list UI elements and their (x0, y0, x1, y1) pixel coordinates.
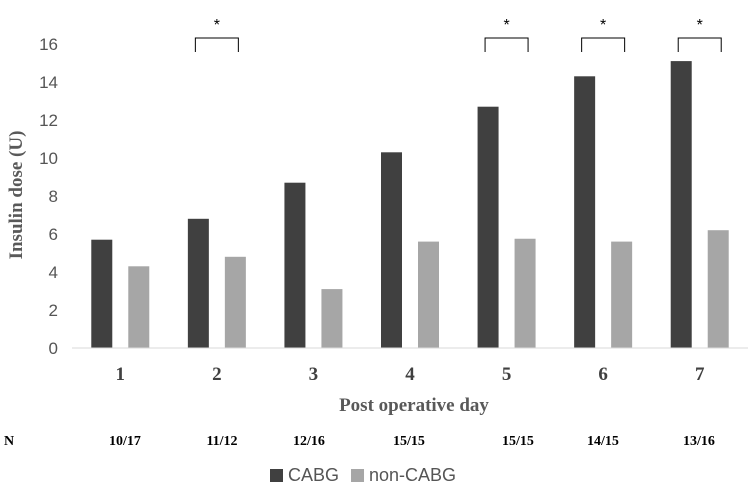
significance-brackets: * * * * (194, 17, 722, 52)
x-tick-label-6: 6 (598, 364, 608, 385)
x-tick-label-7: 7 (695, 364, 705, 385)
y-tick-label-10: 10 (39, 149, 58, 168)
y-tick-label-16: 16 (39, 35, 58, 54)
significance-bracket-day-2 (194, 37, 239, 52)
x-tick-label-5: 5 (502, 364, 512, 385)
y-tick-label-6: 6 (49, 225, 58, 244)
significance-bracket-day-7 (677, 37, 722, 52)
bar-non-cabg-day-1 (128, 266, 150, 348)
n-value-day-1: 10/17 (109, 434, 141, 449)
bar-cabg-day-6 (574, 76, 596, 349)
bar-non-cabg-day-3 (321, 289, 343, 348)
bar-non-cabg-day-4 (418, 241, 439, 348)
x-axis-title: Post operative day (339, 395, 489, 416)
legend: CABG non-CABG (270, 465, 456, 485)
y-axis-title: Insulin dose (U) (6, 131, 27, 260)
significance-star-day-2: * (214, 17, 220, 34)
bar-non-cabg-day-5 (514, 238, 536, 348)
bar-cabg-day-1 (91, 239, 113, 348)
x-tick-label-3: 3 (309, 364, 319, 385)
significance-star-day-5: * (503, 17, 509, 34)
legend-label-cabg: CABG (288, 465, 339, 485)
x-tick-label-1: 1 (116, 364, 126, 385)
y-tick-label-12: 12 (39, 111, 58, 130)
n-value-day-6: 14/15 (587, 434, 619, 449)
bar-cabg-day-5 (477, 106, 499, 348)
bar-non-cabg-day-6 (611, 241, 633, 348)
n-values: 10/17 11/12 12/16 15/15 15/15 14/15 13/16 (109, 434, 715, 449)
y-tick-label-2: 2 (49, 301, 58, 320)
significance-star-day-7: * (697, 17, 703, 34)
legend-label-non-cabg: non-CABG (369, 465, 456, 485)
n-label: N (4, 434, 14, 449)
n-value-day-3: 12/16 (293, 434, 325, 449)
bar-cabg-day-3 (284, 182, 306, 348)
bar-cabg-day-4 (381, 152, 402, 348)
x-tick-label-2: 2 (212, 364, 222, 385)
y-tick-label-8: 8 (49, 187, 58, 206)
n-value-day-4: 15/15 (393, 434, 425, 449)
y-tick-label-4: 4 (49, 263, 58, 282)
bar-non-cabg-day-7 (707, 230, 729, 348)
bar-cabg-day-2 (187, 218, 209, 348)
y-tick-label-0: 0 (49, 339, 58, 358)
n-value-day-7: 13/16 (683, 434, 715, 449)
y-axis: 0 2 4 6 8 10 12 14 16 (39, 35, 58, 358)
bar-cabg-day-7 (670, 61, 692, 348)
significance-bracket-day-6 (581, 37, 626, 52)
significance-bracket-day-5 (484, 37, 529, 52)
n-value-day-5: 15/15 (502, 434, 534, 449)
x-tick-labels: 1 2 3 4 5 6 7 (116, 364, 705, 385)
x-tick-label-4: 4 (405, 364, 415, 385)
significance-star-day-6: * (600, 17, 606, 34)
bars (91, 61, 729, 349)
y-tick-label-14: 14 (39, 73, 58, 92)
legend-swatch-non-cabg (351, 469, 365, 482)
bar-non-cabg-day-2 (224, 256, 246, 348)
n-value-day-2: 11/12 (206, 434, 237, 449)
legend-swatch-cabg (270, 469, 283, 482)
